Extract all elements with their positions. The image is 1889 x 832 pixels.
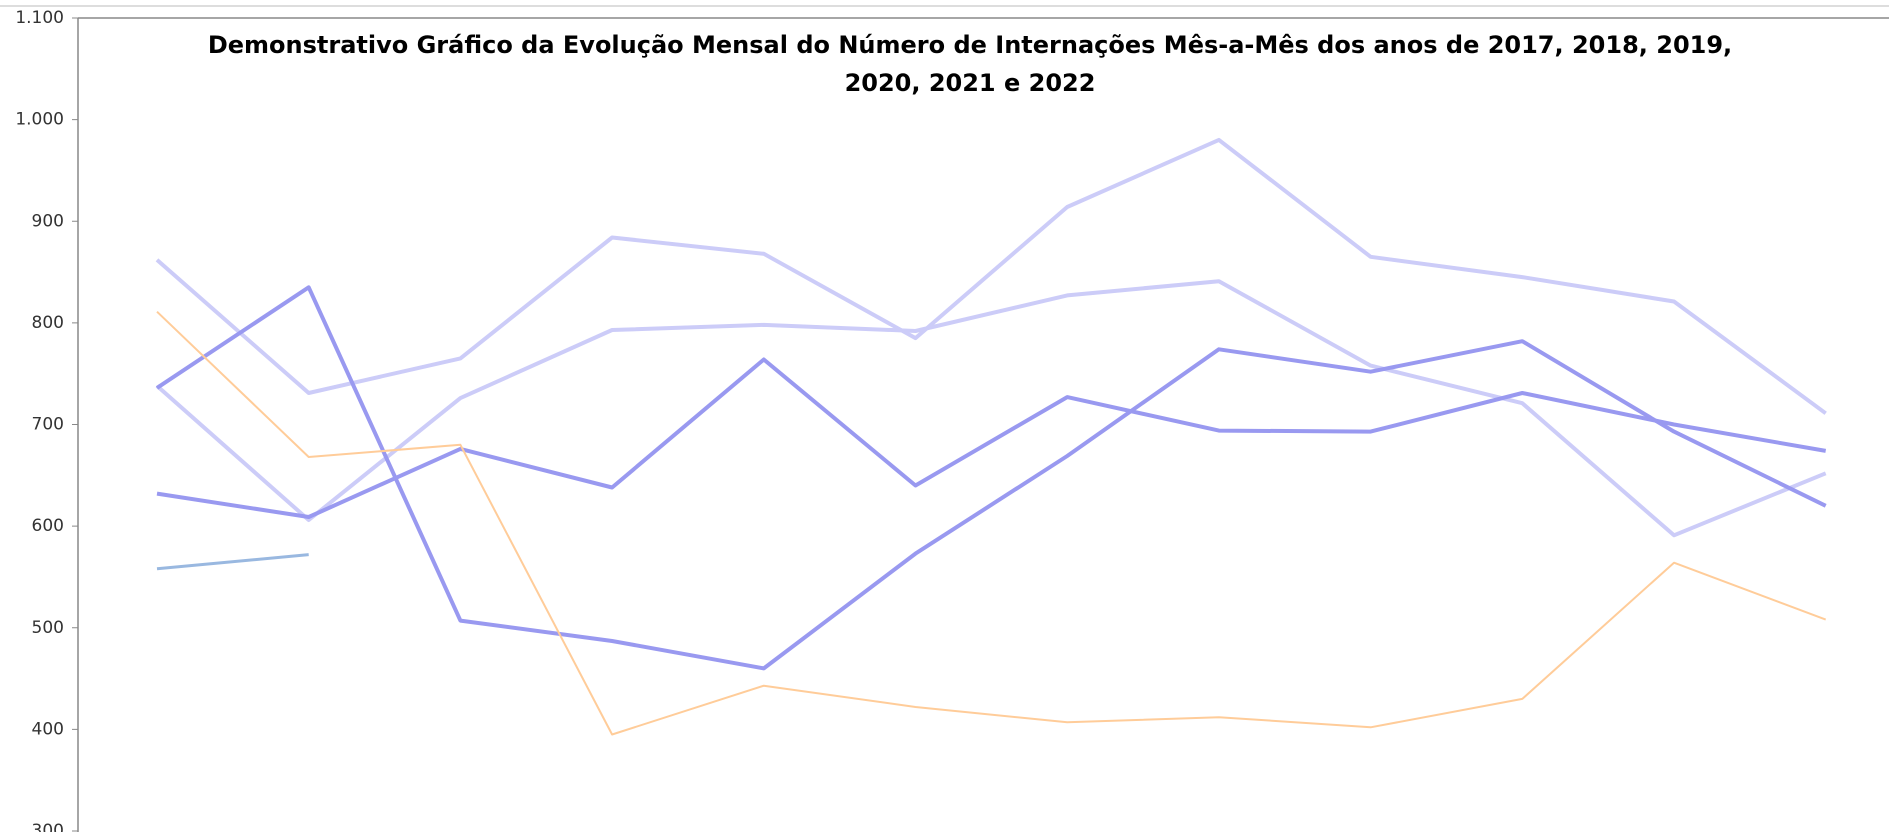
series-line <box>156 310 1827 736</box>
series-line <box>155 285 1827 671</box>
series-line <box>155 137 1827 415</box>
y-tick-label: 500 <box>32 618 64 638</box>
y-tick-label: 400 <box>32 719 64 739</box>
y-tick-label: 600 <box>32 516 64 536</box>
series-line <box>156 553 309 571</box>
y-tick-label: 1.100 <box>15 8 64 28</box>
y-tick-label: 800 <box>32 313 64 333</box>
series-line <box>155 279 1827 538</box>
y-tick-label: 700 <box>32 415 64 435</box>
y-tick-label: 300 <box>32 821 64 832</box>
y-tick-label: 1.000 <box>15 110 64 130</box>
y-tick-label: 900 <box>32 211 64 231</box>
chart-title: Demonstrativo Gráfico da Evolução Mensal… <box>207 31 1733 97</box>
series-line <box>156 357 1827 519</box>
